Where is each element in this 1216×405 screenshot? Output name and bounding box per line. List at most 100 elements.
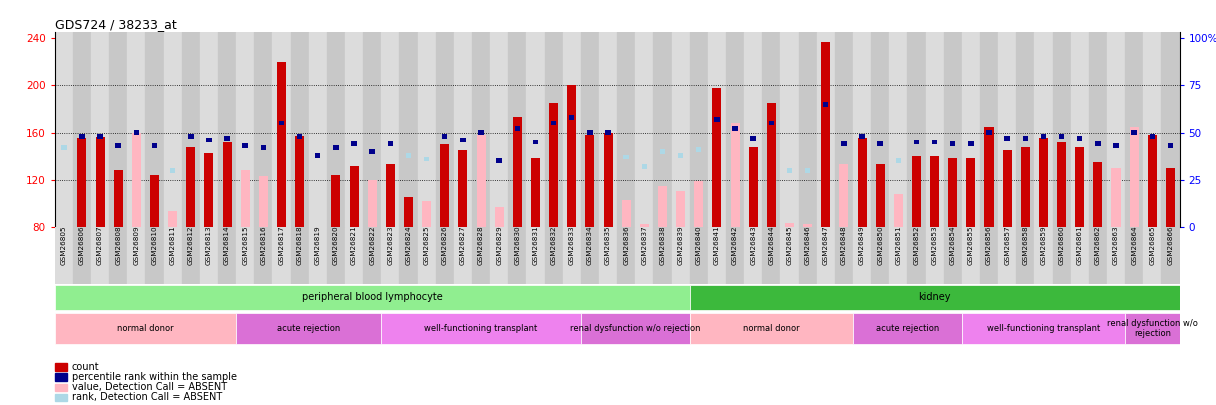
Bar: [799, 227, 817, 284]
Bar: [1038, 139, 1048, 227]
Bar: [478, 130, 484, 135]
Bar: [732, 126, 738, 131]
Bar: [1125, 227, 1143, 284]
Bar: [73, 227, 91, 284]
Bar: [750, 136, 756, 141]
Bar: [581, 313, 689, 344]
Bar: [907, 227, 925, 284]
Bar: [435, 32, 454, 227]
Bar: [406, 153, 411, 158]
Bar: [944, 227, 962, 284]
Bar: [726, 32, 744, 227]
Bar: [55, 373, 67, 381]
Bar: [181, 32, 199, 227]
Bar: [1057, 142, 1066, 227]
Bar: [223, 142, 231, 227]
Bar: [640, 224, 649, 227]
Text: count: count: [72, 362, 100, 372]
Bar: [259, 176, 268, 227]
Bar: [857, 139, 867, 227]
Bar: [617, 227, 635, 284]
Text: kidney: kidney: [918, 292, 951, 302]
Bar: [799, 32, 817, 227]
Bar: [817, 32, 835, 227]
Bar: [55, 227, 73, 284]
Bar: [1107, 32, 1125, 227]
Bar: [55, 313, 236, 344]
Bar: [1023, 136, 1028, 141]
Bar: [624, 155, 629, 160]
Bar: [986, 130, 992, 135]
Bar: [150, 175, 159, 227]
Bar: [653, 227, 671, 284]
Bar: [332, 175, 340, 227]
Bar: [254, 227, 272, 284]
Bar: [817, 227, 835, 284]
Bar: [944, 32, 962, 227]
Text: percentile rank within the sample: percentile rank within the sample: [72, 372, 237, 382]
Bar: [1107, 227, 1125, 284]
Bar: [896, 158, 901, 163]
Bar: [495, 207, 503, 227]
Bar: [653, 32, 671, 227]
Bar: [603, 132, 613, 227]
Bar: [1003, 150, 1012, 227]
Bar: [714, 117, 720, 122]
Bar: [1166, 168, 1175, 227]
Bar: [458, 150, 467, 227]
Bar: [109, 227, 128, 284]
Bar: [787, 168, 792, 173]
Bar: [477, 135, 485, 227]
Bar: [1041, 134, 1046, 139]
Text: rank, Detection Call = ABSENT: rank, Detection Call = ABSENT: [72, 392, 223, 402]
Bar: [1161, 227, 1180, 284]
Bar: [454, 227, 472, 284]
Bar: [563, 227, 581, 284]
Bar: [170, 168, 175, 173]
Bar: [367, 180, 377, 227]
Bar: [1125, 32, 1143, 227]
Bar: [1093, 162, 1103, 227]
Bar: [513, 117, 522, 227]
Bar: [327, 32, 345, 227]
Bar: [78, 139, 86, 227]
Bar: [1017, 32, 1035, 227]
Bar: [713, 88, 721, 227]
Bar: [660, 149, 665, 154]
Bar: [514, 126, 520, 131]
Bar: [1035, 32, 1053, 227]
Bar: [606, 130, 610, 135]
Bar: [218, 32, 236, 227]
Bar: [762, 32, 781, 227]
Bar: [726, 227, 744, 284]
Bar: [96, 137, 105, 227]
Bar: [998, 32, 1017, 227]
Bar: [889, 227, 907, 284]
Bar: [689, 227, 708, 284]
Bar: [925, 32, 944, 227]
Bar: [1020, 147, 1030, 227]
Bar: [642, 164, 647, 169]
Bar: [531, 158, 540, 227]
Text: normal donor: normal donor: [117, 324, 174, 333]
Text: renal dysfunction w/o rejection: renal dysfunction w/o rejection: [570, 324, 700, 333]
Bar: [889, 32, 907, 227]
Bar: [55, 394, 67, 401]
Bar: [803, 224, 812, 227]
Bar: [967, 158, 975, 227]
Bar: [1017, 227, 1035, 284]
Bar: [852, 227, 871, 284]
Bar: [533, 140, 539, 144]
Bar: [345, 227, 364, 284]
Bar: [962, 32, 980, 227]
Bar: [1149, 134, 1155, 139]
Bar: [385, 164, 395, 227]
Bar: [345, 32, 364, 227]
Bar: [443, 134, 447, 139]
Bar: [894, 194, 902, 227]
Bar: [658, 185, 668, 227]
Bar: [1167, 143, 1173, 148]
Bar: [871, 32, 889, 227]
Bar: [1148, 135, 1156, 227]
Bar: [472, 32, 490, 227]
